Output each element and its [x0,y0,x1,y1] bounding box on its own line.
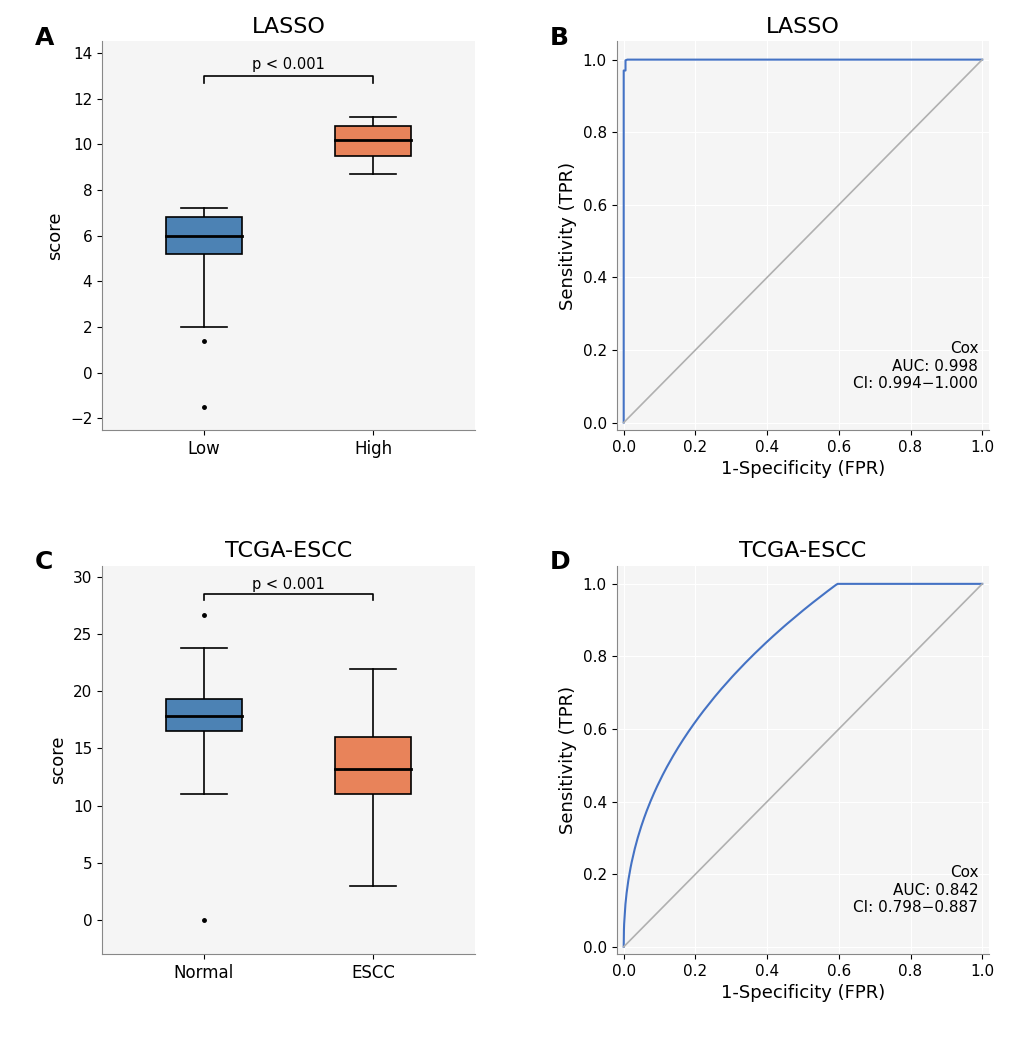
Text: B: B [549,26,568,50]
Text: A: A [35,26,54,50]
Text: p < 0.001: p < 0.001 [252,57,324,73]
Text: C: C [35,551,53,574]
Y-axis label: score: score [49,735,67,784]
Text: D: D [549,551,570,574]
X-axis label: 1-Specificity (FPR): 1-Specificity (FPR) [720,984,884,1003]
Text: Cox
AUC: 0.998
CI: 0.994−1.000: Cox AUC: 0.998 CI: 0.994−1.000 [853,341,977,391]
Y-axis label: score: score [46,212,64,260]
Text: Cox
AUC: 0.842
CI: 0.798−0.887: Cox AUC: 0.842 CI: 0.798−0.887 [853,866,977,916]
Bar [334,127,411,156]
Title: LASSO: LASSO [252,18,325,37]
Bar [334,737,411,794]
Y-axis label: Sensitivity (TPR): Sensitivity (TPR) [558,162,577,310]
Text: p < 0.001: p < 0.001 [252,577,324,592]
Title: TCGA-ESCC: TCGA-ESCC [224,541,352,561]
Title: LASSO: LASSO [765,18,839,37]
X-axis label: 1-Specificity (FPR): 1-Specificity (FPR) [720,460,884,478]
Bar [165,699,242,731]
Bar [165,218,242,254]
Y-axis label: Sensitivity (TPR): Sensitivity (TPR) [558,685,577,834]
Title: TCGA-ESCC: TCGA-ESCC [739,541,866,561]
